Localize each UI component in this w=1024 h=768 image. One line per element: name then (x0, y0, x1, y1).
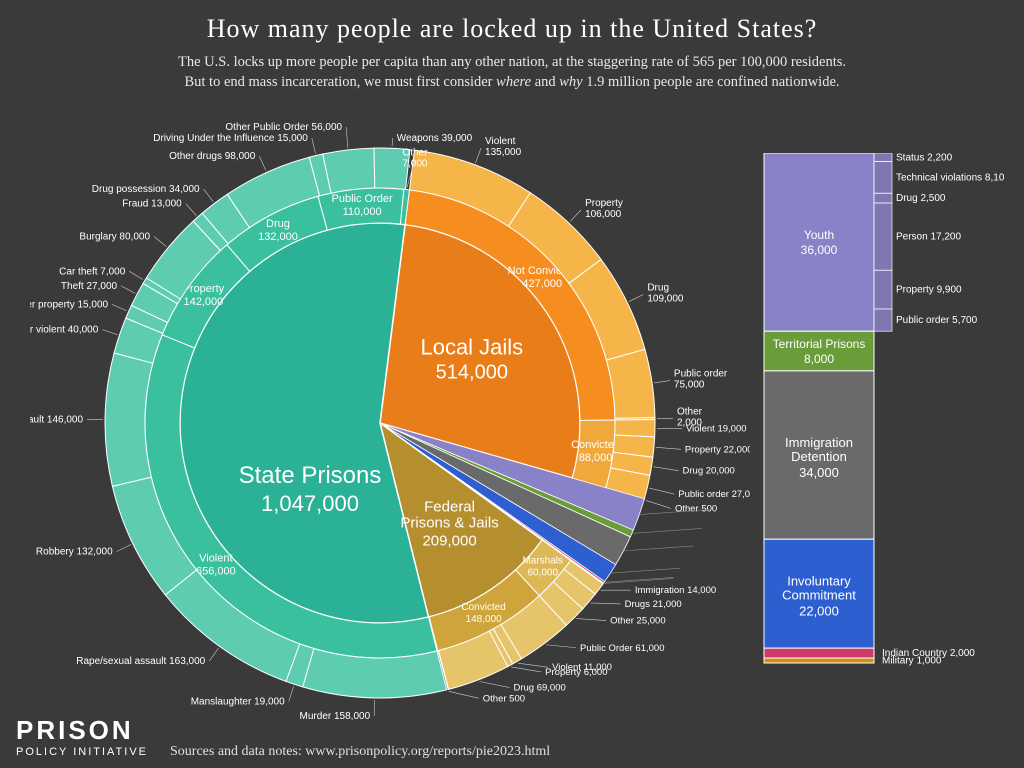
svg-text:Weapons 39,000: Weapons 39,000 (397, 133, 473, 144)
svg-text:Drugs 21,000: Drugs 21,000 (625, 598, 682, 609)
svg-text:State Prisons: State Prisons (239, 462, 382, 489)
svg-text:Public order 5,700: Public order 5,700 (896, 315, 978, 326)
svg-text:Robbery 132,000: Robbery 132,000 (36, 546, 113, 557)
svg-text:514,000: 514,000 (436, 361, 508, 383)
svg-text:Commitment: Commitment (782, 587, 856, 602)
svg-text:Detention: Detention (791, 449, 847, 464)
svg-text:Person 17,200: Person 17,200 (896, 231, 961, 242)
svg-text:Prisons & Jails: Prisons & Jails (400, 514, 498, 531)
svg-text:Driving Under the Influence 15: Driving Under the Influence 15,000 (153, 133, 308, 144)
svg-text:209,000: 209,000 (422, 532, 476, 549)
svg-text:Violent 19,000: Violent 19,000 (686, 423, 747, 434)
pie-chart: Not Convicted427,000Convicted88,000Marsh… (30, 103, 750, 748)
svg-text:Drug: Drug (647, 282, 669, 293)
svg-text:148,000: 148,000 (466, 614, 503, 625)
svg-text:75,000: 75,000 (674, 379, 705, 390)
chart-title: How many people are locked up in the Uni… (0, 0, 1024, 44)
svg-text:Car theft 7,000: Car theft 7,000 (59, 266, 126, 277)
svg-text:Immigration 14,000: Immigration 14,000 (635, 585, 716, 596)
source-note: Sources and data notes: www.prisonpolicy… (170, 744, 550, 760)
svg-text:Public Order 61,000: Public Order 61,000 (580, 642, 665, 653)
svg-text:Other 500: Other 500 (483, 693, 525, 704)
svg-text:88,000: 88,000 (579, 452, 613, 464)
svg-text:Violent: Violent (199, 552, 232, 564)
svg-text:110,000: 110,000 (343, 206, 382, 218)
svg-text:Other 500: Other 500 (675, 503, 717, 514)
svg-text:Convicted: Convicted (571, 439, 620, 451)
svg-text:Military 1,000: Military 1,000 (882, 655, 942, 666)
svg-text:Drug 2,500: Drug 2,500 (896, 193, 946, 204)
svg-text:Marshals: Marshals (522, 555, 563, 566)
svg-text:Territorial Prisons: Territorial Prisons (773, 337, 866, 351)
svg-text:Property 22,000: Property 22,000 (685, 444, 750, 455)
svg-text:109,000: 109,000 (647, 293, 684, 304)
svg-text:Drug: Drug (266, 218, 290, 230)
svg-text:Other Public Order 56,000: Other Public Order 56,000 (225, 122, 342, 133)
svg-text:142,000: 142,000 (183, 296, 223, 308)
logo: PRISON POLICY INITIATIVE (16, 715, 148, 758)
svg-text:Drug possession 34,000: Drug possession 34,000 (92, 184, 200, 195)
side-bar-chart: Youth36,000 Status 2,200 Technical violati… (754, 153, 1004, 718)
svg-text:Public Order: Public Order (332, 193, 393, 205)
svg-text:Involuntary: Involuntary (787, 573, 851, 588)
svg-text:Rape/sexual assault 163,000: Rape/sexual assault 163,000 (76, 656, 205, 667)
svg-text:Property: Property (585, 197, 623, 208)
svg-text:106,000: 106,000 (585, 208, 622, 219)
svg-text:Other violent 40,000: Other violent 40,000 (30, 324, 99, 335)
svg-text:Other 25,000: Other 25,000 (610, 615, 665, 626)
svg-text:Fraud 13,000: Fraud 13,000 (122, 198, 182, 209)
svg-text:7,000: 7,000 (402, 158, 427, 169)
svg-text:Federal: Federal (424, 498, 475, 515)
svg-text:Violent: Violent (485, 136, 516, 147)
svg-text:Status 2,200: Status 2,200 (896, 153, 953, 163)
svg-text:427,000: 427,000 (522, 278, 562, 290)
svg-text:22,000: 22,000 (799, 603, 839, 618)
svg-text:Immigration: Immigration (785, 435, 853, 450)
svg-text:36,000: 36,000 (801, 243, 838, 257)
svg-text:Other: Other (402, 147, 428, 158)
svg-text:Other: Other (677, 406, 703, 417)
svg-text:Theft 27,000: Theft 27,000 (61, 280, 118, 291)
svg-text:132,000: 132,000 (258, 231, 298, 243)
svg-text:60,000: 60,000 (527, 567, 558, 578)
svg-text:Drug 69,000: Drug 69,000 (514, 682, 566, 693)
svg-text:Youth: Youth (804, 228, 834, 242)
chart-area: Not Convicted427,000Convicted88,000Marsh… (0, 93, 1024, 713)
svg-text:Assault 146,000: Assault 146,000 (30, 414, 83, 425)
svg-text:1,047,000: 1,047,000 (261, 491, 359, 516)
svg-text:Convicted: Convicted (461, 602, 505, 613)
svg-text:34,000: 34,000 (799, 465, 839, 480)
svg-text:Burglary 80,000: Burglary 80,000 (79, 231, 150, 242)
svg-text:Local Jails: Local Jails (420, 334, 523, 359)
chart-subtitle: The U.S. locks up more people per capita… (0, 44, 1024, 93)
svg-text:Public order 27,000: Public order 27,000 (678, 489, 750, 500)
svg-text:8,000: 8,000 (804, 352, 834, 366)
svg-text:Drug 20,000: Drug 20,000 (683, 465, 735, 476)
svg-text:Technical violations 8,100: Technical violations 8,100 (896, 172, 1004, 183)
svg-text:Manslaughter 19,000: Manslaughter 19,000 (191, 696, 285, 707)
svg-text:Property 9,900: Property 9,900 (896, 284, 962, 295)
svg-text:Property 6,000: Property 6,000 (545, 667, 607, 678)
svg-text:135,000: 135,000 (485, 147, 522, 158)
svg-text:Other drugs 98,000: Other drugs 98,000 (169, 151, 256, 162)
svg-text:Other property 15,000: Other property 15,000 (30, 299, 109, 310)
svg-text:Public order: Public order (674, 368, 728, 379)
